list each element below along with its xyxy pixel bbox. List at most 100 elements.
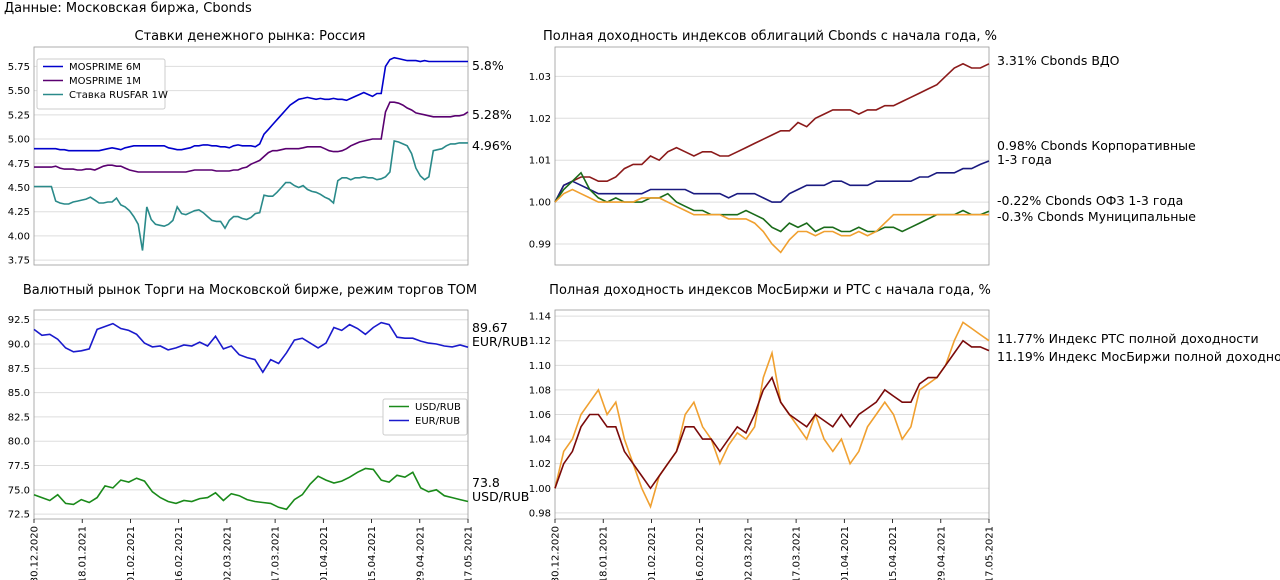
- end-label: 0.98% Cbonds Корпоративные: [997, 138, 1196, 153]
- legend-entry: MOSPRIME 1M: [69, 76, 141, 87]
- chart-money-title: Ставки денежного рынка: Россия: [135, 29, 366, 44]
- y-tick-label: 1.04: [529, 435, 551, 446]
- end-label: 1-3 года: [997, 152, 1052, 167]
- y-tick-label: 1.01: [529, 156, 551, 167]
- plot-stocks: 0.98 1.00 1.02 1.04 1.06 1.08 1.10 1.12 1.14 30.1…: [529, 309, 1280, 580]
- series-line-bonds-0: [554, 62, 990, 203]
- chart-fx-market: Валютный рынок Торги на Московской бирже…: [8, 283, 530, 580]
- y-tick-label: 0.98: [529, 508, 551, 519]
- x-tick-label: 02.03.2021: [222, 526, 233, 580]
- y-tick-label: 5.50: [8, 86, 30, 97]
- y-tick-label: 5.00: [8, 135, 30, 146]
- series-line-fx-0: [33, 467, 469, 511]
- y-tick-label: 90.0: [8, 340, 30, 351]
- x-tick-label: 01.04.2021: [840, 526, 851, 580]
- plot-bonds: 0.99 1.00 1.01 1.02 1.03 3.31% Cbonds ВДО 0.98…: [529, 46, 1196, 266]
- chart-equity-indices: Полная доходность индексов МосБиржи и РТ…: [529, 283, 1280, 580]
- y-tick-label: 82.5: [8, 412, 30, 423]
- y-tick-label: 1.02: [529, 459, 551, 470]
- x-tick-label: 17.05.2021: [985, 526, 996, 580]
- series-line-bonds-3: [554, 188, 989, 254]
- x-tick-label: 18.01.2021: [599, 526, 610, 580]
- y-tick-label: 1.14: [529, 312, 551, 323]
- x-tick-label: 29.04.2021: [936, 526, 947, 580]
- y-tick-label: 1.08: [529, 385, 551, 396]
- x-tick-label: 15.04.2021: [888, 526, 899, 580]
- end-label: 5.28%: [472, 107, 512, 122]
- y-tick-label: 87.5: [8, 364, 30, 375]
- x-tick-label: 01.02.2021: [126, 526, 137, 580]
- x-tick-label: 29.04.2021: [415, 526, 426, 580]
- y-tick-label: 4.00: [8, 231, 30, 242]
- end-label: 73.8: [472, 475, 500, 490]
- legend-entry: EUR/RUB: [415, 416, 460, 427]
- series-line-stocks-1: [554, 339, 990, 490]
- y-tick-label: 77.5: [8, 461, 30, 472]
- y-tick-label: 5.75: [8, 62, 30, 73]
- end-label: 5.8%: [472, 58, 504, 73]
- y-tick-label: 0.99: [529, 240, 551, 251]
- chart-stocks-title: Полная доходность индексов МосБиржи и РТ…: [549, 283, 991, 298]
- y-tick-label: 85.0: [8, 388, 30, 399]
- y-tick-label: 5.25: [8, 110, 30, 121]
- plot-fx: 72.5 75.0 77.5 80.0 82.5 85.0 87.5 90.0 92.5 30.1…: [8, 309, 529, 580]
- y-tick-label: 92.5: [8, 315, 30, 326]
- y-tick-label: 80.0: [8, 437, 30, 448]
- legend-entry: MOSPRIME 6M: [69, 62, 141, 73]
- x-tick-label: 30.12.2020: [30, 526, 41, 580]
- chart-fx-title: Валютный рынок Торги на Московской бирже…: [23, 283, 477, 298]
- x-tick-label: 30.12.2020: [551, 526, 562, 580]
- series-line-money-0: [34, 56, 468, 152]
- chart-bond-indices: Полная доходность индексов облигаций Cbo…: [529, 29, 1196, 266]
- y-tick-label: 4.50: [8, 183, 30, 194]
- end-label: USD/RUB: [472, 489, 529, 504]
- y-tick-label: 1.00: [529, 198, 551, 209]
- y-tick-label: 72.5: [8, 510, 30, 521]
- x-tick-label: 17.05.2021: [464, 526, 475, 580]
- x-tick-label: 17.03.2021: [792, 526, 803, 580]
- series-line-stocks-0: [554, 321, 990, 509]
- x-tick-label: 17.03.2021: [271, 526, 282, 580]
- end-label: EUR/RUB: [472, 334, 528, 349]
- chart-bonds-title: Полная доходность индексов облигаций Cbo…: [543, 29, 997, 44]
- plot-frame: [33, 309, 469, 520]
- x-tick-label: 02.03.2021: [743, 526, 754, 580]
- end-label: 4.96%: [472, 138, 512, 153]
- plot-frame: [554, 309, 990, 520]
- legend-entry: Ставка RUSFAR 1W: [69, 90, 168, 101]
- y-tick-label: 1.03: [529, 72, 551, 83]
- end-label: -0.3% Cbonds Муниципальные: [997, 209, 1196, 224]
- plot-frame: [554, 46, 990, 266]
- y-tick-label: 1.12: [529, 336, 551, 347]
- legend-entry: USD/RUB: [415, 402, 461, 413]
- series-line-fx-1: [33, 321, 469, 374]
- end-label: -0.22% Cbonds ОФЗ 1-3 года: [997, 193, 1183, 208]
- end-label: 11.19% Индекс МосБиржи полной доходности: [997, 349, 1280, 364]
- y-tick-label: 1.10: [529, 361, 551, 372]
- series-line-money-2: [34, 140, 468, 251]
- legend-box: [382, 398, 468, 436]
- series-line-money-1: [34, 101, 469, 173]
- legend-box: [36, 58, 166, 110]
- y-tick-label: 4.75: [8, 159, 30, 170]
- plot-money: 3.75 4.00 4.25 4.50 4.75 5.00 5.25 5.50 5.75 5.8%…: [8, 46, 512, 267]
- y-tick-label: 1.06: [529, 410, 551, 421]
- end-label: 11.77% Индекс РТС полной доходности: [997, 331, 1259, 346]
- series-line-bonds-1: [554, 160, 990, 203]
- y-tick-label: 1.00: [529, 484, 551, 495]
- source-note: Данные: Московская биржа, Cbonds: [4, 1, 252, 16]
- y-tick-label: 3.75: [8, 256, 30, 267]
- x-tick-label: 16.02.2021: [174, 526, 185, 580]
- y-tick-label: 75.0: [8, 485, 30, 496]
- chart-money-market: Ставки денежного рынка: Россия 3.75 4.00 4…: [8, 29, 512, 267]
- x-tick-label: 15.04.2021: [367, 526, 378, 580]
- x-tick-label: 16.02.2021: [695, 526, 706, 580]
- end-label: 89.67: [472, 320, 508, 335]
- y-tick-label: 1.02: [529, 114, 551, 125]
- x-tick-label: 18.01.2021: [78, 526, 89, 580]
- x-tick-label: 01.04.2021: [319, 526, 330, 580]
- plot-frame: [33, 46, 469, 266]
- y-tick-label: 4.25: [8, 207, 30, 218]
- end-label: 3.31% Cbonds ВДО: [997, 53, 1120, 68]
